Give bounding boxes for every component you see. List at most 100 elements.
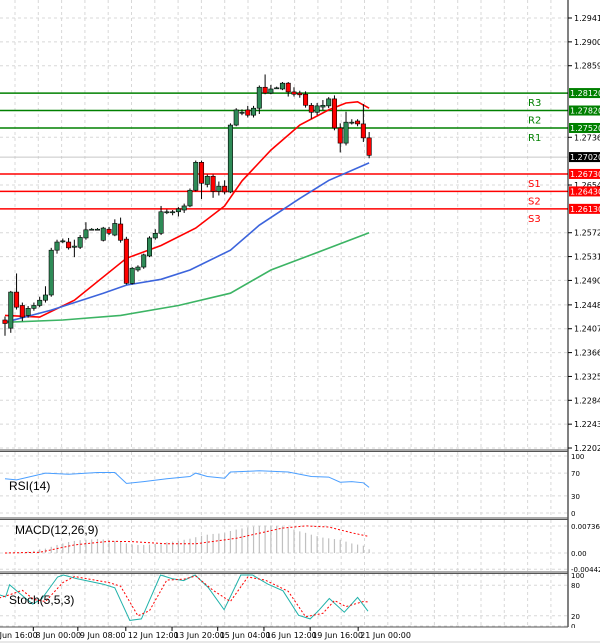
candle [123,238,129,284]
moving-average-line [4,162,370,324]
candle [291,91,297,95]
level-price-label: 1.28120 [570,89,600,98]
candle [94,228,100,231]
level-name-s2: S2 [528,196,541,207]
candle [366,137,372,156]
indicator-tick-label: 100 [571,572,584,580]
candle [112,223,118,236]
rsi-panel[interactable]: RSI(14) [4,470,370,493]
price-tick-label: 1.24070 [574,325,600,334]
stoch-label: Stoch(5,5,3) [9,593,74,607]
moving-average-line [4,231,370,324]
stoch-signal-line [0,575,370,618]
level-price-box [569,168,600,179]
panel-bg [0,520,568,572]
candle [83,229,89,239]
stoch-main-line [0,574,369,621]
candle [181,205,187,211]
price-tick-label: 1.27360 [574,133,600,142]
time-tick-label: 9 Jun 08:00 [80,631,126,640]
level-name-r3: R3 [528,98,541,109]
level-price-box [569,122,600,133]
candle [331,98,337,129]
candle [31,305,37,309]
candle [279,82,285,90]
candle [210,175,216,192]
candle [118,223,124,241]
indicator-tick-label: 0.007364 [571,523,600,531]
level-price-label: 1.27520 [570,124,600,133]
candle [337,127,343,144]
candle [37,299,43,306]
candle [256,86,262,109]
time-tick-label: 12 Jun 12:00 [128,631,179,640]
grid [0,0,568,627]
price-tick-label: 1.24480 [574,301,600,310]
candle [303,93,309,106]
candle [355,120,361,125]
candle [14,291,20,308]
rsi-line [4,470,370,488]
candle [285,82,291,93]
candle [19,305,25,318]
scrollbar [0,641,600,643]
price-tick-label: 1.29410 [574,14,600,23]
candle [297,92,303,96]
price-tick-label: 1.22020 [574,444,600,453]
candle [193,162,199,191]
price-tick-label: 1.26540 [574,181,600,190]
time-axis-bg [0,628,600,643]
level-price-box [569,88,600,99]
candle [54,241,60,251]
candle [360,123,366,139]
candle [175,208,181,213]
candle [48,249,54,296]
price-panel[interactable]: R3 R2 R1 S1 S2 S3 [0,74,568,336]
level-name-r2: R2 [528,116,541,127]
candle [77,237,83,248]
price-tick-label: 1.22840 [574,396,600,405]
price-tick-label: 1.23660 [574,349,600,358]
indicator-tick-label: -0.004423 [571,566,600,574]
candle [216,185,222,192]
candle [164,211,170,214]
candle [326,98,332,107]
indicator-tick-label: 100 [571,453,584,461]
candle [245,109,251,116]
candle [233,109,239,126]
candle [204,175,210,185]
candle [152,233,158,239]
indicator-tick-label: 80 [571,582,580,590]
panel-bg [0,452,568,518]
macd-panel[interactable]: MACD(12,26,9) [4,523,370,554]
current-price-box [569,152,600,163]
candle [147,237,153,257]
candle [2,319,8,324]
candle [8,291,14,329]
candle [25,308,31,316]
price-tick-label: 1.28590 [574,62,600,71]
candle [349,121,355,124]
candle [274,87,280,90]
price-tick-label: 1.25310 [574,253,600,262]
time-tick-label: 8 Jun 00:00 [35,631,81,640]
candle [187,189,193,207]
candle [262,86,268,94]
candle [100,227,106,241]
indicator-tick-label: 70 [571,470,580,478]
indicator-tick-label: 20 [571,613,580,621]
level-price-box [569,203,600,214]
price-tick-label: 1.29000 [574,38,600,47]
candle [239,111,245,114]
level-price-box [569,105,600,116]
candle [268,88,274,94]
level-price-label: 1.27820 [570,107,600,116]
stoch-panel[interactable]: Stoch(5,5,3) [0,574,370,621]
time-tick-label: 16 Jun 12:00 [266,631,317,640]
candle [158,211,164,234]
time-tick-label: 7 Jun 16:00 [0,631,38,640]
candle [141,254,147,268]
candle [343,121,349,144]
